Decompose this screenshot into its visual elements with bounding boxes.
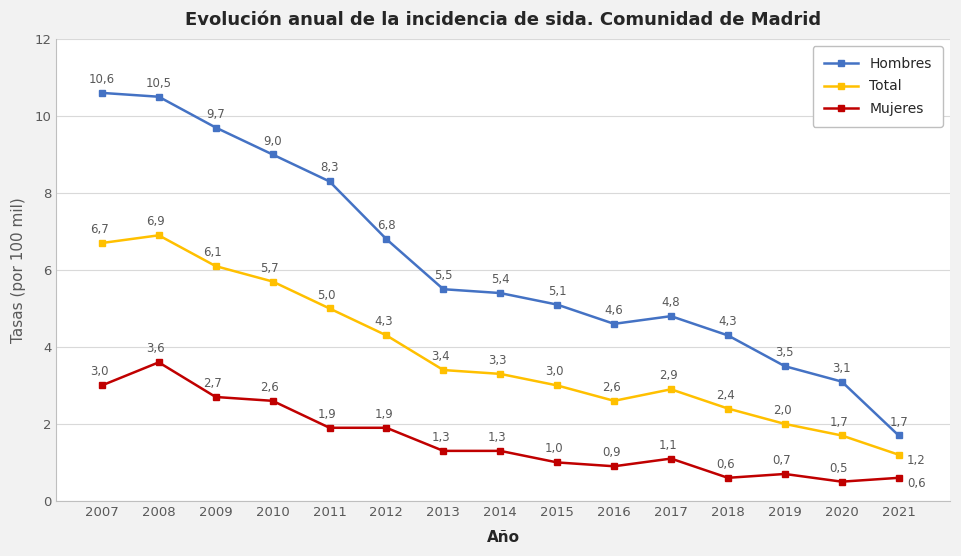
Total <box>836 432 848 439</box>
Hombres <box>552 301 563 308</box>
Text: 6,1: 6,1 <box>204 246 222 259</box>
Text: 2,6: 2,6 <box>260 381 280 394</box>
Mujeres <box>722 474 733 481</box>
Text: 6,8: 6,8 <box>377 219 396 232</box>
Mujeres <box>893 474 904 481</box>
Mujeres <box>153 359 164 366</box>
Text: 9,0: 9,0 <box>263 135 282 147</box>
Text: 5,4: 5,4 <box>491 273 509 286</box>
Text: 4,3: 4,3 <box>719 315 737 329</box>
Total <box>893 451 904 458</box>
Hombres <box>608 320 620 327</box>
Total <box>495 370 506 377</box>
Hombres <box>324 178 335 185</box>
Text: 1,3: 1,3 <box>488 431 506 444</box>
Text: 1,0: 1,0 <box>545 443 564 455</box>
Text: 2,9: 2,9 <box>659 369 678 383</box>
Text: 3,0: 3,0 <box>545 365 564 379</box>
Title: Evolución anual de la incidencia de sida. Comunidad de Madrid: Evolución anual de la incidencia de sida… <box>185 11 821 29</box>
Text: 0,7: 0,7 <box>773 454 791 467</box>
Mujeres <box>209 394 221 400</box>
Total <box>267 278 279 285</box>
Text: 1,2: 1,2 <box>907 454 925 467</box>
Text: 10,6: 10,6 <box>88 73 115 86</box>
Mujeres <box>495 448 506 454</box>
Text: 3,0: 3,0 <box>89 365 109 379</box>
Text: 5,5: 5,5 <box>434 269 453 282</box>
Mujeres <box>96 382 108 389</box>
Total <box>608 398 620 404</box>
Total <box>96 240 108 246</box>
Y-axis label: Tasas (por 100 mil): Tasas (por 100 mil) <box>12 197 26 343</box>
Mujeres <box>381 424 392 431</box>
Total <box>779 420 791 427</box>
Mujeres <box>608 463 620 470</box>
Hombres <box>267 151 279 158</box>
Text: 0,6: 0,6 <box>907 477 925 490</box>
Line: Mujeres: Mujeres <box>98 359 902 485</box>
Text: 1,3: 1,3 <box>431 431 450 444</box>
Total <box>209 263 221 270</box>
Mujeres <box>779 470 791 477</box>
Mujeres <box>836 478 848 485</box>
Text: 5,7: 5,7 <box>260 261 279 275</box>
Total <box>665 386 677 393</box>
Text: 9,7: 9,7 <box>207 108 225 121</box>
Text: 8,3: 8,3 <box>320 161 339 175</box>
Mujeres <box>267 398 279 404</box>
Total <box>153 232 164 239</box>
Text: 3,4: 3,4 <box>431 350 450 363</box>
Hombres <box>495 290 506 296</box>
Text: 3,5: 3,5 <box>776 346 794 359</box>
Text: 0,5: 0,5 <box>829 461 849 475</box>
Text: 3,6: 3,6 <box>147 342 165 355</box>
Hombres <box>153 93 164 100</box>
Text: 6,9: 6,9 <box>147 215 165 229</box>
Text: 1,9: 1,9 <box>374 408 393 421</box>
Text: 0,9: 0,9 <box>602 446 621 459</box>
Mujeres <box>552 459 563 466</box>
Hombres <box>437 286 449 292</box>
Text: 2,7: 2,7 <box>204 377 222 390</box>
Text: 0,6: 0,6 <box>716 458 734 471</box>
Hombres <box>381 236 392 242</box>
Text: 5,1: 5,1 <box>548 285 566 297</box>
Hombres <box>96 90 108 96</box>
Text: 3,3: 3,3 <box>488 354 506 367</box>
Line: Total: Total <box>98 232 902 458</box>
Total <box>722 405 733 412</box>
Hombres <box>779 363 791 370</box>
Mujeres <box>437 448 449 454</box>
Line: Hombres: Hombres <box>98 90 902 439</box>
Text: 2,0: 2,0 <box>773 404 791 417</box>
Text: 1,7: 1,7 <box>829 415 849 429</box>
Text: 2,4: 2,4 <box>716 389 734 401</box>
Text: 6,7: 6,7 <box>89 223 109 236</box>
Text: 1,7: 1,7 <box>889 415 908 429</box>
Total <box>552 382 563 389</box>
Text: 1,1: 1,1 <box>659 439 678 451</box>
Text: 5,0: 5,0 <box>317 289 336 301</box>
Mujeres <box>324 424 335 431</box>
Hombres <box>665 313 677 320</box>
Total <box>324 305 335 312</box>
Hombres <box>722 332 733 339</box>
Legend: Hombres, Total, Mujeres: Hombres, Total, Mujeres <box>812 46 943 127</box>
Text: 1,9: 1,9 <box>317 408 336 421</box>
Hombres <box>893 432 904 439</box>
Hombres <box>209 124 221 131</box>
Hombres <box>836 378 848 385</box>
Mujeres <box>665 455 677 462</box>
Total <box>437 367 449 374</box>
Text: 4,3: 4,3 <box>375 315 393 329</box>
X-axis label: Año: Año <box>486 530 520 545</box>
Text: 3,1: 3,1 <box>832 361 851 375</box>
Text: 10,5: 10,5 <box>146 77 172 90</box>
Text: 4,8: 4,8 <box>662 296 680 309</box>
Text: 4,6: 4,6 <box>604 304 624 317</box>
Total <box>381 332 392 339</box>
Text: 2,6: 2,6 <box>602 381 621 394</box>
